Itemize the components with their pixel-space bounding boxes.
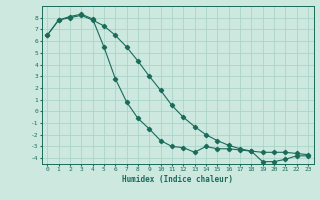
X-axis label: Humidex (Indice chaleur): Humidex (Indice chaleur) <box>122 175 233 184</box>
